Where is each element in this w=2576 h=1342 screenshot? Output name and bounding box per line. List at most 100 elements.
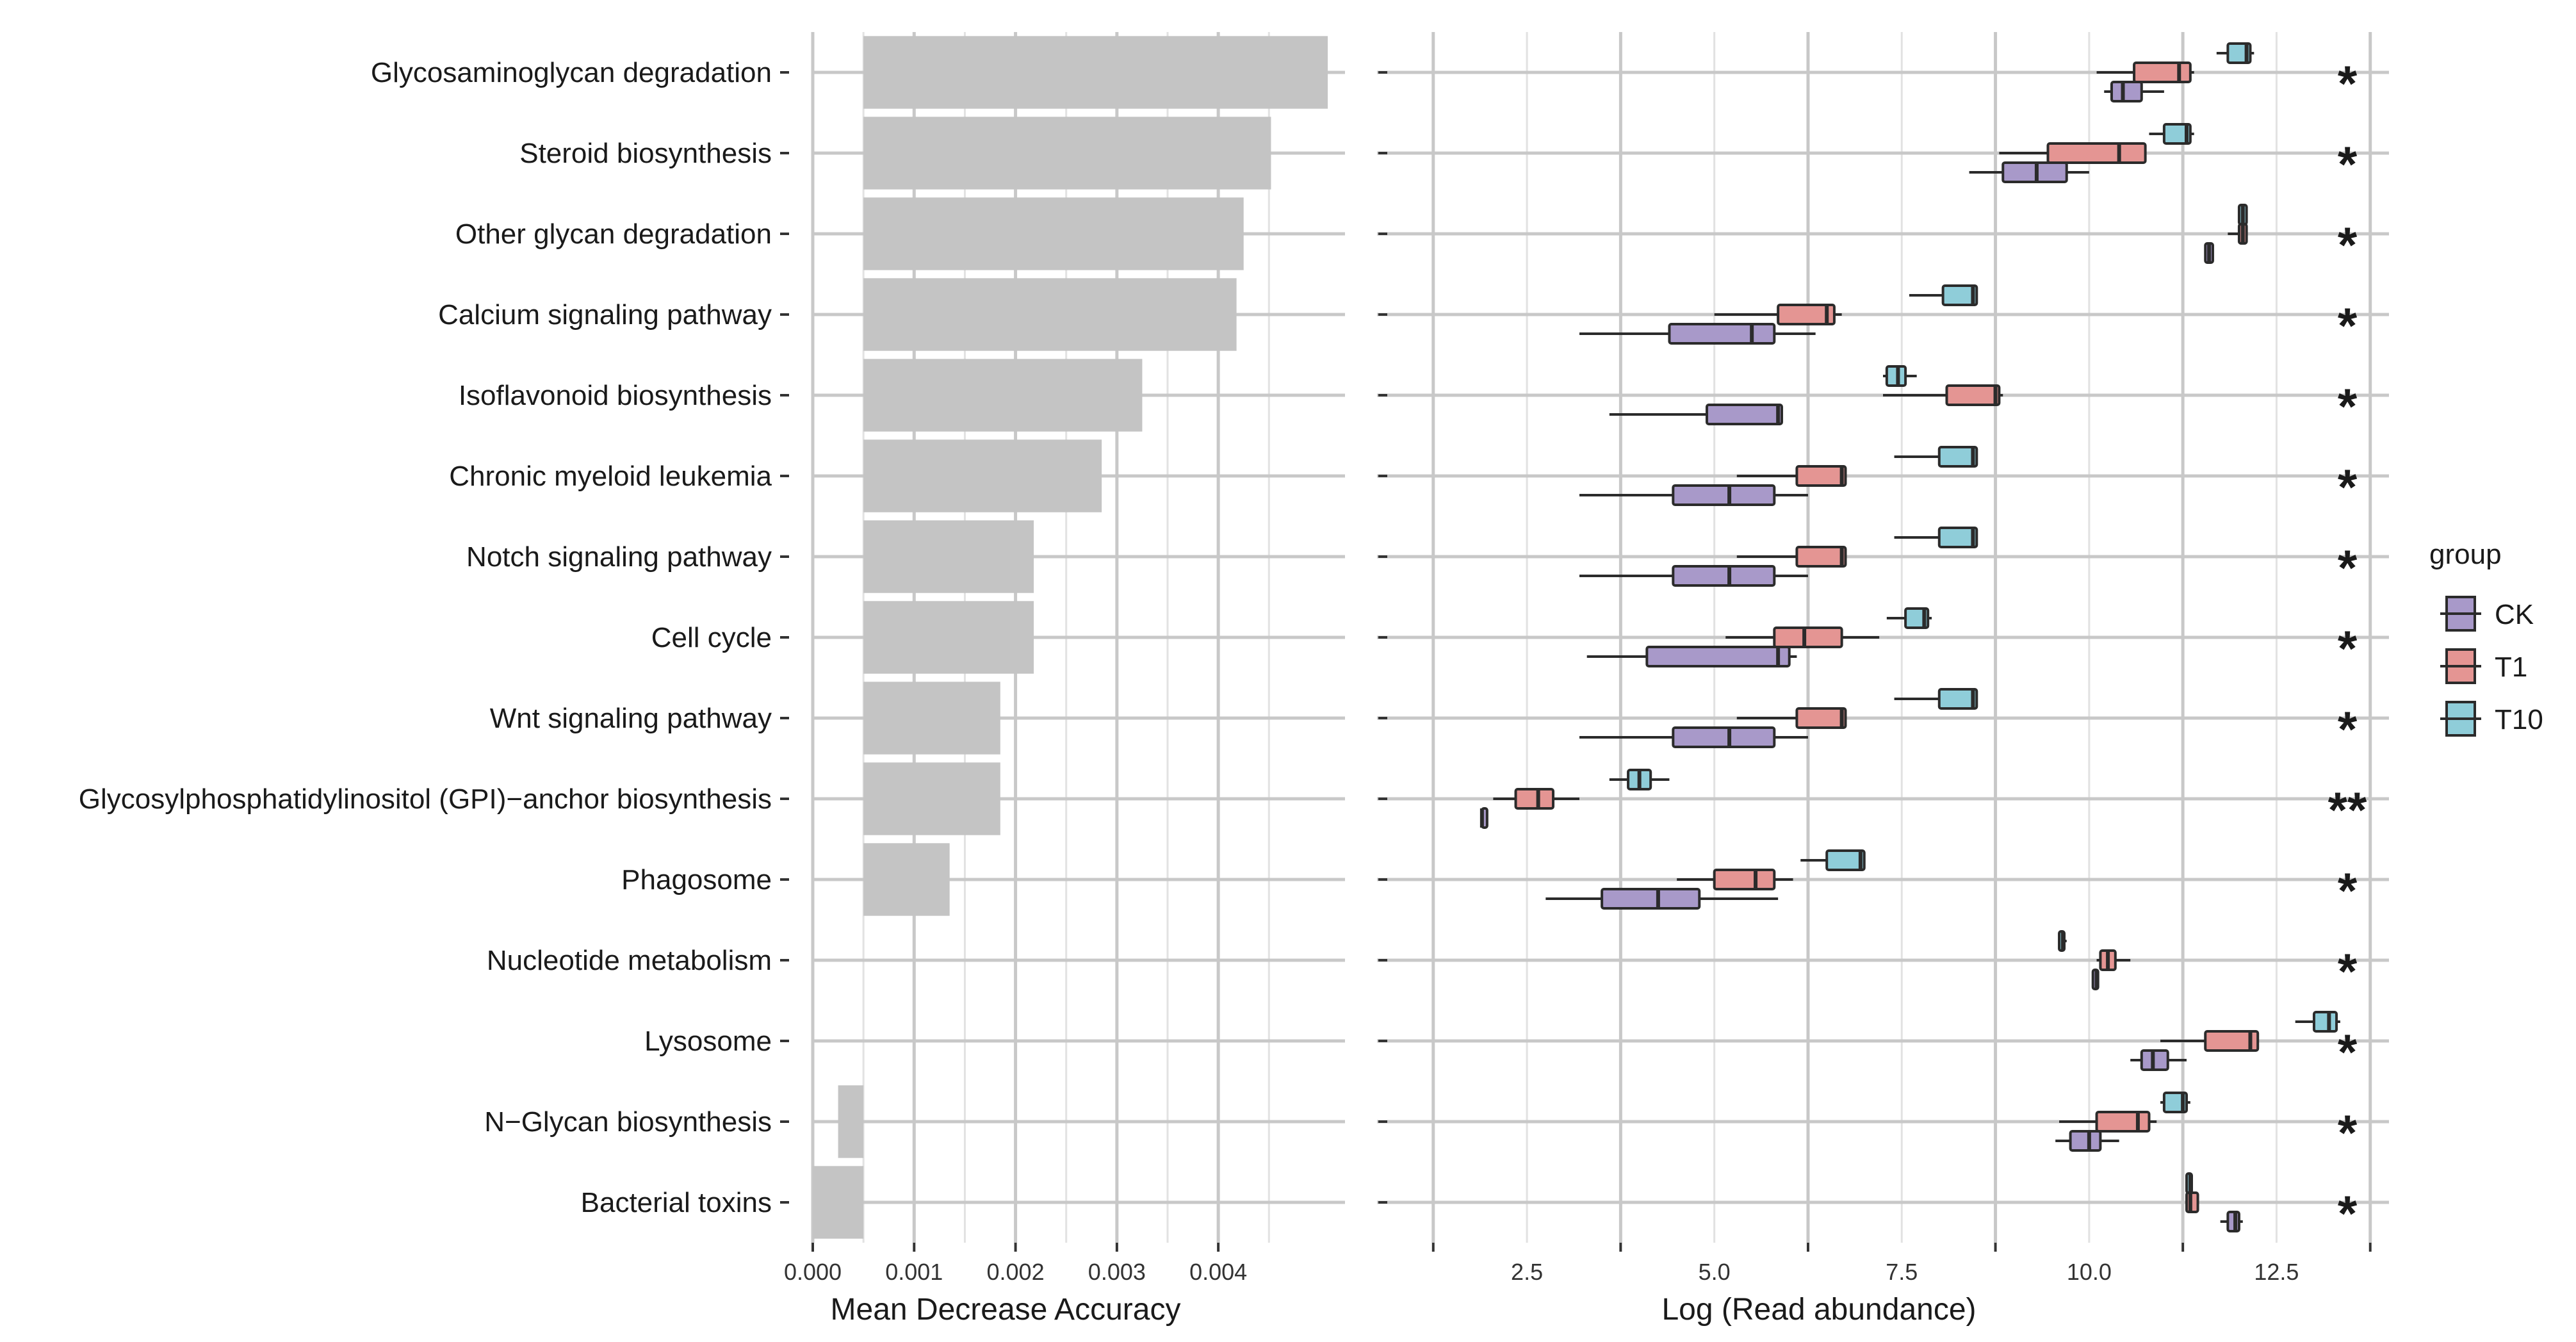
- category-label: Isoflavonoid biosynthesis: [459, 380, 772, 411]
- importance-bar: [863, 762, 1000, 835]
- category-label: Bacterial toxins: [581, 1187, 772, 1218]
- boxplot-t1: [2096, 61, 2194, 83]
- category-label: Glycosylphosphatidylinositol (GPI)−ancho…: [79, 783, 772, 815]
- box-x-ticks: 2.5 5.0 7.5 10.0 12.5: [1431, 1243, 2372, 1285]
- boxplot-t1: [1493, 788, 1579, 810]
- boxplot-t1: [1725, 626, 1880, 648]
- box: [1937, 688, 1978, 710]
- boxplot-t1: [2185, 1191, 2199, 1213]
- category-label: Steroid biosynthesis: [519, 138, 772, 169]
- box: [1795, 465, 1847, 487]
- significance-mark: *: [2338, 701, 2358, 757]
- boxplot-t10: [1909, 284, 1978, 306]
- boxplot-ck: [1969, 161, 2089, 183]
- bar-tick-label: 0.003: [1088, 1259, 1146, 1285]
- boxplot-ck: [1579, 726, 1808, 748]
- box: [1825, 849, 1866, 871]
- boxplot-t10: [1886, 607, 1932, 629]
- box: [1672, 484, 1776, 506]
- box: [1672, 726, 1776, 748]
- abundance-box-panel: 2.5 5.0 7.5 10.0 12.5 **************** Log (…: [1377, 32, 2389, 1327]
- significance-mark: *: [2338, 943, 2358, 999]
- category-label: Phagosome: [621, 864, 772, 896]
- significance-mark: *: [2338, 378, 2358, 434]
- boxplot-t10: [2058, 930, 2067, 952]
- box-tick-label: 2.5: [1511, 1259, 1543, 1285]
- bar-x-ticks: 0.000 0.001 0.002 0.003 0.004: [784, 1243, 1247, 1285]
- box: [1937, 446, 1978, 468]
- boxplot-t1: [1677, 869, 1793, 890]
- boxplot-t10: [2237, 204, 2248, 225]
- box-x-axis-title: Log (Read abundance): [1661, 1293, 1976, 1327]
- importance-bar-panel: Glycosaminoglycan degradation Steroid bio…: [79, 32, 1345, 1327]
- boxplot-ck: [1586, 646, 1797, 667]
- box: [1773, 626, 1843, 648]
- boxplot-t10: [2216, 42, 2254, 64]
- boxplot-ck: [1480, 807, 1488, 829]
- boxplot-ck: [2130, 1049, 2187, 1071]
- box: [1668, 323, 1776, 345]
- significance-mark: **: [2328, 781, 2367, 838]
- boxplot-ck: [2091, 969, 2099, 990]
- significance-marks: ****************: [2328, 55, 2367, 1241]
- box: [1705, 404, 1783, 425]
- boxplot-ck: [1545, 888, 1779, 910]
- box: [2095, 1111, 2151, 1133]
- bar-tick-label: 0.002: [987, 1259, 1045, 1285]
- boxplot-t10: [1883, 365, 1917, 387]
- importance-bar: [863, 36, 1328, 109]
- boxplot-t1: [2096, 949, 2131, 971]
- boxplot-t1: [1883, 384, 2003, 406]
- box: [1601, 888, 1701, 910]
- importance-bar: [863, 682, 1000, 755]
- boxplot-t1: [2059, 1111, 2157, 1133]
- category-label: Nucleotide metabolism: [487, 945, 772, 976]
- boxplot-t10: [2160, 1092, 2190, 1113]
- legend: group CK T1 T10: [2429, 539, 2543, 737]
- importance-bar: [863, 843, 950, 916]
- bar-x-axis-title: Mean Decrease Accuracy: [831, 1293, 1181, 1327]
- importance-bar: [863, 520, 1034, 593]
- bar-rows: Glycosaminoglycan degradation Steroid bio…: [79, 36, 1328, 1239]
- legend-label: T10: [2495, 704, 2543, 735]
- significance-mark: *: [2338, 1104, 2358, 1161]
- category-label: Chronic myeloid leukemia: [449, 461, 772, 492]
- category-label: Notch signaling pathway: [466, 541, 772, 573]
- box: [1937, 527, 1978, 548]
- category-label: Cell cycle: [651, 622, 772, 653]
- boxplot-t1: [1736, 546, 1847, 568]
- boxplot-t1: [2160, 1030, 2260, 1052]
- legend-entry-t1: T1: [2440, 648, 2527, 684]
- significance-mark: *: [2338, 539, 2358, 596]
- boxplot-t10: [2149, 123, 2194, 145]
- box: [1795, 546, 1847, 568]
- box-tick-label: 10.0: [2067, 1259, 2112, 1285]
- significance-mark: *: [2338, 55, 2358, 111]
- boxplot-ck: [1579, 323, 1816, 345]
- importance-bar: [863, 359, 1143, 432]
- bar-tick-label: 0.004: [1189, 1259, 1247, 1285]
- boxplot-t1: [1736, 707, 1847, 729]
- box: [2204, 1030, 2260, 1052]
- boxplot-t10: [1894, 688, 1978, 710]
- significance-mark: *: [2338, 1024, 2358, 1080]
- boxplot-t10: [1894, 527, 1978, 548]
- boxplot-ck: [1609, 404, 1783, 425]
- category-label: Calcium signaling pathway: [438, 299, 772, 331]
- legend-title: group: [2429, 539, 2502, 570]
- box: [1945, 384, 2001, 406]
- category-label: N−Glycan biosynthesis: [484, 1106, 772, 1138]
- box: [2046, 142, 2147, 164]
- significance-mark: *: [2338, 620, 2358, 676]
- significance-mark: *: [2338, 297, 2358, 354]
- box: [1645, 646, 1791, 667]
- boxplot-ck: [2220, 1211, 2243, 1232]
- boxplot-t1: [1999, 142, 2147, 164]
- legend-label: T1: [2495, 651, 2527, 683]
- legend-entries: CK T1 T10: [2440, 596, 2543, 737]
- box-grid: [1377, 32, 2389, 1243]
- significance-mark: *: [2338, 217, 2358, 273]
- bar-tick-label: 0.000: [784, 1259, 842, 1285]
- box-rows: [1378, 42, 2340, 1232]
